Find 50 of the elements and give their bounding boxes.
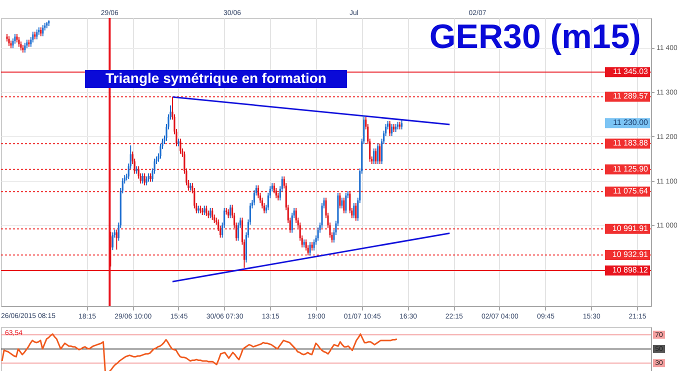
candlestick [273,182,275,194]
annotation: Triangle symétrique en formation [106,70,326,86]
candlestick [313,238,315,252]
candlestick [291,212,293,234]
candlestick [18,36,20,48]
candlestick [212,207,214,220]
candlestick [257,184,260,199]
candlestick [204,205,206,216]
ref-line-label: 11 345.03 [613,67,649,76]
candlestick [253,190,256,206]
candlestick [375,148,377,164]
ref-line-label: 11 183.88 [613,138,649,148]
candlestick [317,226,319,242]
candlestick [144,172,146,186]
candlestick [341,197,343,209]
candlestick [12,38,14,49]
ref-line-label: 10 898.12 [612,265,649,274]
candlestick [377,143,379,164]
candlestick [36,29,38,40]
ref-line-label: 10 932.91 [612,250,649,260]
candlestick [180,138,182,154]
candlestick [8,36,10,46]
chart-title: GER30 (m15) [429,18,641,56]
ref-line-label: 11 075.64 [613,186,649,196]
ref-line-label: 10 991.91 [612,224,649,233]
candlestick [24,42,26,54]
candlestick [138,166,140,180]
candlestick [206,205,208,216]
candlestick [355,202,357,222]
candlestick [353,202,355,219]
candlestick [343,197,345,214]
annotation: 11 230.00 [613,118,649,128]
candlestick [349,190,351,214]
candlestick [309,242,311,256]
candlestick [373,148,375,164]
candlestick [230,204,232,219]
candlestick [345,192,347,214]
candlestick [295,207,297,224]
candlestick [112,232,114,251]
candlestick [390,124,393,137]
candlestick [379,143,381,164]
candlestick [275,187,277,199]
ref-line-label: 11 289.57 [613,92,649,101]
candlestick [14,33,16,44]
candlestick [305,238,307,252]
candlestick [339,192,341,209]
candlestick [142,172,144,184]
ref-line-label: 11 125.90 [613,164,649,174]
candlestick [389,120,391,137]
candlestick [210,207,212,219]
